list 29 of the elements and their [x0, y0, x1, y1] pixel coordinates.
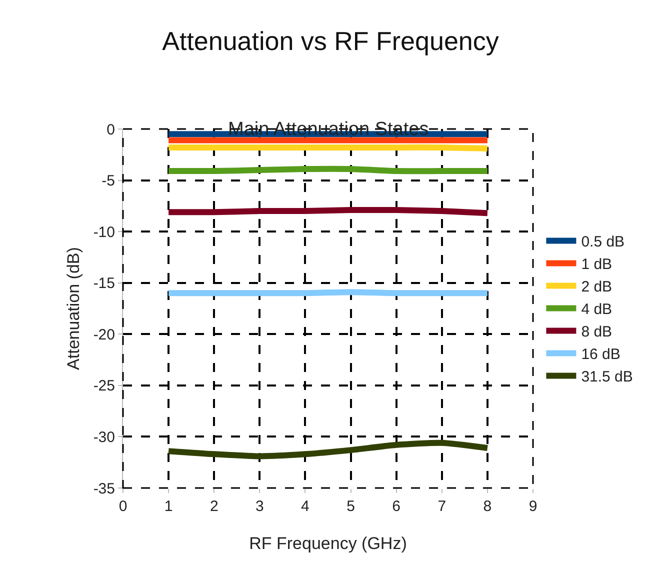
y-tick-label: -25 [93, 378, 115, 395]
y-tick-label: -5 [102, 172, 115, 190]
legend-label: 4 dB [581, 301, 612, 318]
x-tick-label: 7 [438, 498, 446, 515]
chart-subtitle: Main Attenuation States [228, 119, 429, 140]
y-tick-label: -10 [93, 224, 115, 241]
x-tick-label: 9 [528, 498, 538, 515]
legend-label: 2 dB [581, 278, 612, 296]
x-tick-label: 4 [301, 498, 310, 515]
y-tick-label: -30 [93, 428, 115, 446]
x-tick-label: 6 [392, 498, 400, 515]
x-tick-label: 5 [346, 498, 355, 515]
y-tick-label: -20 [93, 326, 115, 344]
legend-label: 16 dB [581, 346, 620, 364]
x-tick-label: 1 [164, 498, 173, 515]
x-tick-label: 8 [483, 498, 492, 515]
x-axis-title: RF Frequency (GHz) [249, 534, 407, 553]
x-tick-label: 2 [210, 498, 218, 515]
chart-title: Attenuation vs RF Frequency [162, 26, 499, 56]
x-tick-label: 0 [118, 498, 128, 515]
y-tick-label: -15 [93, 275, 115, 292]
legend-label: 8 dB [581, 324, 612, 341]
y-tick-label: 0 [106, 121, 115, 138]
y-axis-title: Attenuation (dB) [64, 247, 83, 370]
y-tick-label: -35 [93, 480, 115, 498]
x-tick-label: 3 [256, 498, 264, 515]
legend-label: 0.5 dB [581, 234, 625, 251]
legend-label: 31.5 dB [581, 368, 633, 386]
legend-label: 1 dB [581, 256, 612, 274]
